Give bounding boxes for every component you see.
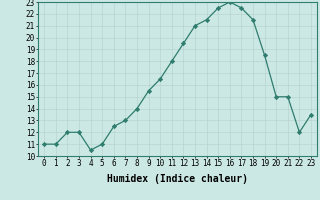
X-axis label: Humidex (Indice chaleur): Humidex (Indice chaleur) <box>107 174 248 184</box>
